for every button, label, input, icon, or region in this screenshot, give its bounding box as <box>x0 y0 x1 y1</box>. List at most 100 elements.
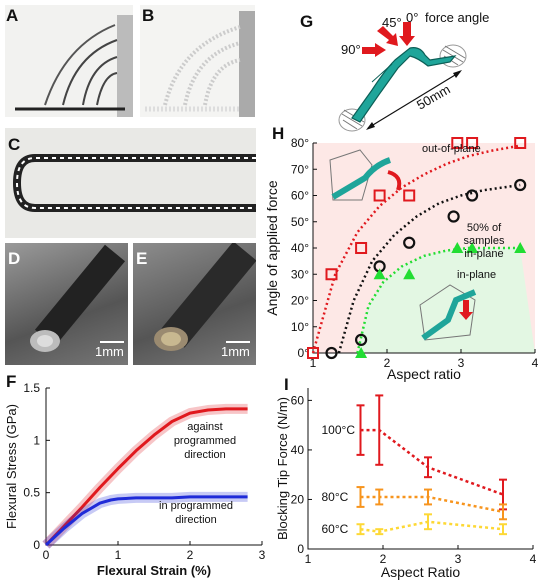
i-ytick-label: 40 <box>291 443 305 457</box>
panel-c <box>5 128 256 238</box>
h-point-circle <box>403 236 416 249</box>
panel-d: 1mm <box>5 243 128 365</box>
h-annot-50pct-3: in-plane <box>464 248 503 260</box>
f-legend-label: against <box>187 421 222 433</box>
i-ytick-label: 0 <box>297 542 304 556</box>
h-ytick-label: 70° <box>291 162 309 176</box>
h-point-square <box>451 137 464 149</box>
h-inset-arrow-2 <box>459 300 473 320</box>
h-ytick-label: 30° <box>291 267 309 281</box>
h-point-triangle <box>373 268 386 280</box>
h-point-square <box>403 189 416 202</box>
i-xtick-label: 4 <box>530 552 537 566</box>
f-xlabel: Flexural Strain (%) <box>97 563 211 578</box>
panel-c-photo <box>12 154 256 212</box>
f-ytick-label: 1.5 <box>23 381 40 395</box>
panel-label-e: E <box>136 249 148 268</box>
h-inset-frame-1 <box>329 149 373 201</box>
h-xtick-label: 4 <box>532 356 539 370</box>
h-ytick-label: 60° <box>291 189 309 203</box>
scale-bar-d <box>100 341 124 343</box>
f-ytick-label: 1 <box>33 433 40 447</box>
h-xtick-label: 2 <box>384 356 391 370</box>
h-point-circle <box>447 210 460 223</box>
panel-a <box>5 5 133 117</box>
force-arrow-45 <box>377 26 398 46</box>
panel-label-g: G <box>300 12 314 31</box>
panel-label-i: I <box>284 375 289 394</box>
h-point-square <box>514 137 527 149</box>
g-label-90: 90° <box>341 42 361 57</box>
panel-label-a: A <box>6 6 19 25</box>
f-ytick-label: 0.5 <box>23 486 40 500</box>
i-ylabel: Blocking Tip Force (N/m) <box>275 397 290 540</box>
f-ytick-label: 0 <box>33 538 40 552</box>
scale-bar-e <box>226 341 250 343</box>
i-xlabel: Aspect Ratio <box>381 564 461 580</box>
h-ytick-label: 50° <box>291 215 309 229</box>
h-fit-2 <box>356 246 521 354</box>
h-point-triangle <box>514 242 527 253</box>
panel-label-b: B <box>142 6 155 25</box>
h-point-square <box>325 268 338 281</box>
h-ylabel: Angle of applied force <box>264 180 280 316</box>
h-ytick-label: 0° <box>298 346 310 360</box>
panel-b <box>140 5 255 117</box>
f-series-line-1 <box>44 495 248 547</box>
g-label-45: 45° <box>382 15 402 30</box>
h-inset-arrow-1 <box>387 170 402 191</box>
i-ytick-label: 20 <box>291 492 305 506</box>
h-ytick-label: 10° <box>291 320 309 334</box>
panel-b-photo <box>145 11 255 117</box>
h-xtick-label: 1 <box>310 356 317 370</box>
h-point-square <box>466 137 479 149</box>
h-xtick-label: 3 <box>458 356 465 370</box>
i-series-label: 60°C <box>322 522 349 536</box>
f-ylabel: Flexural Stress (GPa) <box>4 404 19 529</box>
f-legend-label: in programmed <box>159 500 233 512</box>
panel-e: 1mm <box>133 243 256 365</box>
i-xtick-label: 3 <box>455 552 462 566</box>
h-point-triangle <box>355 347 368 358</box>
f-series-line-0 <box>44 407 248 547</box>
h-annot-50pct-2: samples <box>464 235 505 247</box>
force-arrow-90 <box>362 43 386 57</box>
f-xtick-label: 0 <box>43 548 50 562</box>
panel-label-c: C <box>8 135 21 154</box>
i-series-label: 100°C <box>322 423 356 437</box>
h-ytick-label: 20° <box>291 294 309 308</box>
h-point-circle <box>355 333 368 346</box>
h-fit-0 <box>311 144 521 354</box>
panel-d-photo <box>30 244 126 352</box>
i-series-line-1 <box>360 495 504 514</box>
panel-a-photo <box>15 15 133 117</box>
h-point-circle <box>514 178 527 192</box>
g-label-0: 0° <box>406 10 418 25</box>
h-point-square <box>307 347 319 359</box>
g-label-force-angle: force angle <box>425 10 489 25</box>
h-inset-beam-2 <box>421 289 477 341</box>
scale-bar-d-label: 1mm <box>95 344 124 359</box>
h-point-triangle <box>451 242 464 253</box>
panel-label-f: F <box>6 372 17 391</box>
h-point-square <box>373 189 386 202</box>
h-annot-out-of-plane: out-of-plane <box>422 143 481 155</box>
f-legend-label: direction <box>175 514 217 526</box>
h-bg-in-plane <box>357 248 535 353</box>
i-series-label: 80°C <box>322 490 349 504</box>
i-xtick-label: 2 <box>380 552 387 566</box>
h-ytick-label: 40° <box>291 241 309 255</box>
h-xlabel: Aspect ratio <box>387 366 461 382</box>
h-annot-in-plane: in-plane <box>457 269 496 281</box>
i-xtick-label: 1 <box>305 552 312 566</box>
panel-e-photo <box>154 243 256 351</box>
h-point-triangle <box>403 268 416 280</box>
h-point-triangle <box>466 242 479 253</box>
f-xtick-label: 3 <box>259 548 266 562</box>
force-arrow-0 <box>399 22 415 46</box>
f-legend-label: programmed <box>174 435 236 447</box>
